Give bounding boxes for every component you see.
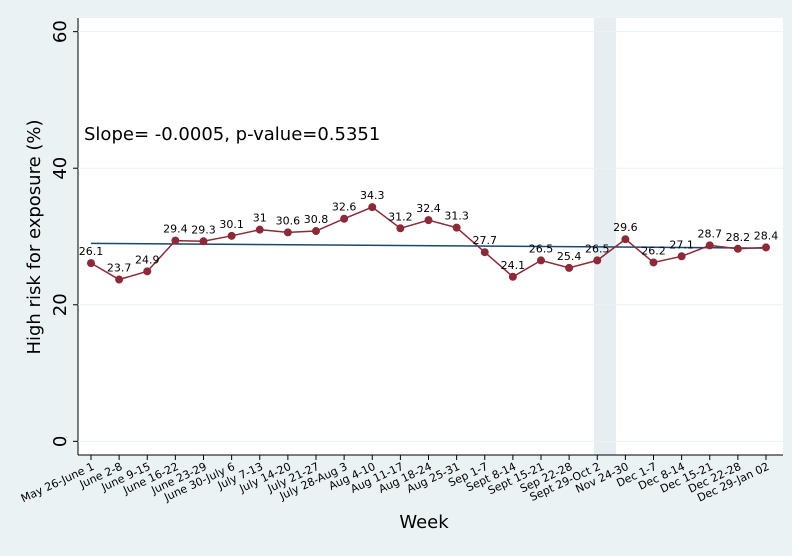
data-label: 29.4 (163, 223, 188, 236)
plot-area (78, 18, 783, 455)
data-point (227, 231, 236, 240)
x-axis-label: Week (399, 512, 449, 533)
data-point (677, 252, 686, 261)
y-tick-label: 20 (50, 293, 71, 316)
data-point (424, 216, 433, 225)
data-label: 26.5 (529, 242, 554, 255)
y-tick-label: 40 (50, 157, 71, 180)
data-label: 31.3 (444, 210, 469, 223)
data-point (396, 224, 405, 233)
data-point (649, 258, 658, 267)
y-tick-label: 0 (50, 436, 71, 447)
y-tick-label: 60 (50, 20, 71, 43)
data-point (312, 227, 320, 236)
data-point (452, 223, 461, 232)
data-label: 26.1 (79, 245, 104, 258)
data-point (705, 241, 714, 250)
data-label: 29.6 (613, 221, 638, 234)
annotation: Slope= -0.0005, p-value=0.5351 (84, 124, 380, 145)
data-label: 27.1 (669, 238, 694, 251)
data-label: 34.3 (360, 189, 385, 202)
gap-band (594, 18, 616, 455)
data-point (143, 267, 152, 276)
data-label: 30.8 (304, 213, 329, 226)
data-point (762, 243, 770, 252)
data-label: 23.7 (107, 262, 132, 275)
data-point (565, 263, 574, 272)
data-label: 32.4 (416, 202, 441, 215)
data-point (480, 248, 489, 257)
data-point (537, 256, 545, 265)
data-label: 28.2 (726, 231, 751, 244)
data-label: 31 (253, 212, 267, 225)
data-label: 32.6 (332, 201, 357, 214)
data-label: 27.7 (473, 234, 498, 247)
data-point (733, 244, 742, 253)
data-label: 24.1 (501, 259, 526, 272)
data-label: 26.5 (585, 242, 610, 255)
data-point (508, 272, 517, 281)
data-point (621, 235, 630, 244)
y-axis-label: High risk for exposure (%) (24, 119, 45, 354)
data-label: 25.4 (557, 250, 582, 263)
data-label: 26.2 (641, 244, 666, 257)
data-point (593, 256, 602, 265)
data-label: 30.6 (276, 214, 301, 227)
data-label: 24.9 (135, 253, 160, 266)
data-point (255, 225, 264, 234)
data-point (340, 214, 349, 223)
data-point (368, 203, 377, 212)
data-label: 29.3 (191, 223, 216, 236)
data-point (199, 237, 208, 246)
data-label: 31.2 (388, 210, 413, 223)
data-label: 30.1 (219, 218, 244, 231)
data-point (87, 259, 95, 268)
data-label: 28.7 (698, 227, 723, 240)
data-point (283, 228, 292, 237)
data-point (171, 236, 180, 245)
data-label: 28.4 (754, 229, 779, 242)
data-point (115, 275, 124, 284)
